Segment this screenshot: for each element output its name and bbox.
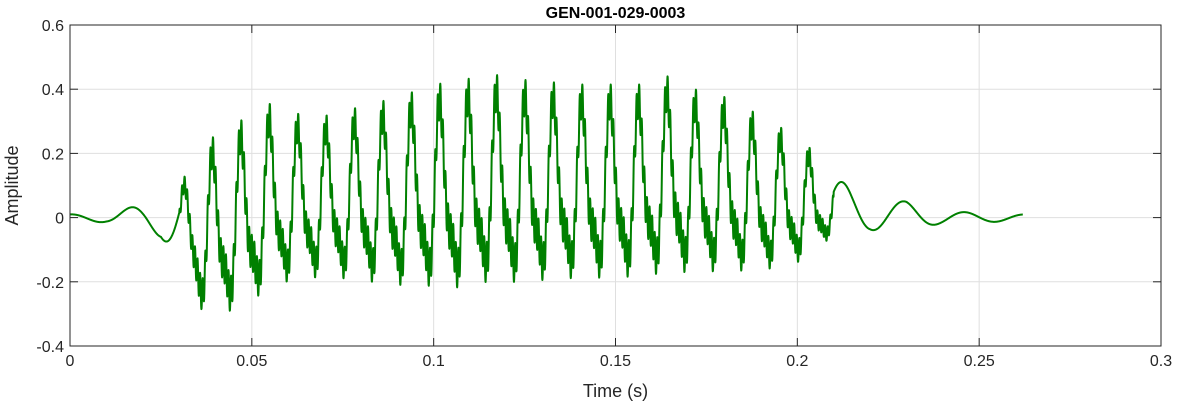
chart-title: GEN-001-029-0003: [546, 5, 686, 22]
x-tick-label: 0.3: [1150, 353, 1172, 370]
tick-marks: [69, 24, 1162, 347]
y-tick-labels: -0.4 -0.2 0 0.2 0.4 0.6: [36, 18, 64, 356]
y-axis-label: Amplitude: [2, 145, 22, 225]
y-tick-label: 0.4: [42, 82, 64, 99]
x-tick-label: 0: [66, 353, 75, 370]
y-tick-label: 0.2: [42, 146, 64, 163]
y-tick-label: -0.4: [36, 339, 64, 356]
x-tick-label: 0.1: [423, 353, 445, 370]
x-tick-label: 0.2: [786, 353, 808, 370]
y-tick-label: 0.6: [42, 18, 64, 35]
x-tick-label: 0.15: [600, 353, 631, 370]
y-tick-label: -0.2: [36, 275, 64, 292]
x-tick-labels: 0 0.05 0.1 0.15 0.2 0.25 0.3: [66, 353, 1173, 370]
y-tick-label: 0: [55, 211, 64, 228]
x-tick-label: 0.25: [964, 353, 995, 370]
x-tick-label: 0.05: [236, 353, 267, 370]
series-line: [69, 74, 1024, 312]
x-axis-label: Time (s): [583, 381, 648, 401]
